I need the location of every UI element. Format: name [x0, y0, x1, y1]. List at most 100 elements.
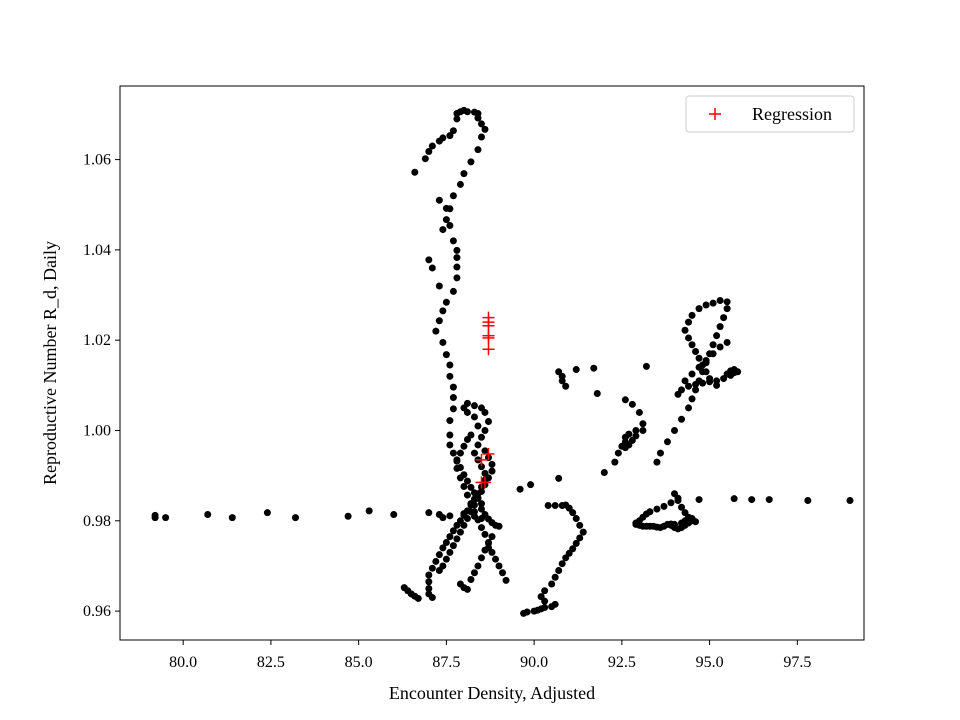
data-point [495, 522, 503, 530]
data-point [344, 512, 352, 520]
data-point [572, 366, 580, 374]
data-point [453, 254, 461, 262]
x-tick-label: 85.0 [345, 654, 373, 671]
data-point [681, 377, 689, 385]
data-point [467, 158, 475, 166]
data-point [446, 222, 454, 230]
data-point [390, 510, 398, 518]
data-point [537, 593, 545, 601]
data-point [685, 318, 693, 326]
data-point [481, 408, 489, 416]
data-point [474, 516, 482, 524]
data-point [639, 420, 647, 428]
data-point [467, 508, 475, 516]
data-point [663, 438, 671, 446]
data-point [635, 408, 643, 416]
data-point [702, 357, 710, 365]
data-point [456, 449, 464, 457]
data-point [439, 514, 447, 522]
data-point [477, 433, 485, 441]
data-point [460, 482, 468, 490]
data-point [470, 569, 478, 577]
data-point [446, 441, 454, 449]
data-point [621, 396, 629, 404]
data-point [642, 362, 650, 370]
regression-point [482, 343, 495, 356]
data-point [562, 501, 570, 509]
data-point [765, 496, 773, 504]
regression-point [475, 453, 488, 466]
data-point [688, 395, 696, 403]
data-point [414, 594, 422, 602]
data-point [460, 471, 468, 479]
legend-regression-marker [709, 108, 721, 120]
x-tick-label: 82.5 [257, 654, 285, 671]
data-point [502, 576, 510, 584]
data-point [460, 170, 468, 178]
data-point [263, 509, 271, 517]
data-point [463, 399, 471, 407]
data-point [678, 503, 686, 511]
data-point [548, 580, 556, 588]
data-point [481, 447, 489, 455]
data-point [674, 390, 682, 398]
regression-point [475, 476, 488, 489]
data-point [660, 502, 668, 510]
data-point [442, 538, 450, 546]
data-point [204, 510, 212, 518]
data-point [713, 377, 721, 385]
data-point [804, 496, 812, 504]
data-point [449, 405, 457, 413]
data-point [569, 545, 577, 553]
data-point [425, 509, 433, 517]
data-point [678, 415, 686, 423]
data-point [477, 524, 485, 532]
data-point [516, 485, 524, 493]
data-point [523, 608, 531, 616]
x-axis-label: Encounter Density, Adjusted [389, 683, 595, 703]
data-point [481, 530, 489, 538]
data-point [555, 474, 563, 482]
data-point [463, 408, 471, 416]
data-point [720, 314, 728, 322]
data-point [558, 377, 566, 385]
data-point [470, 413, 478, 421]
data-point [685, 382, 693, 390]
data-point [439, 544, 447, 552]
data-point [425, 585, 433, 593]
data-point [449, 449, 457, 457]
data-point [446, 512, 454, 520]
data-point [579, 528, 587, 536]
data-point [611, 458, 619, 466]
data-point [435, 196, 443, 204]
data-point [477, 120, 485, 128]
data-point [474, 114, 482, 122]
data-point [748, 496, 756, 504]
data-point [442, 216, 450, 224]
data-point [439, 307, 447, 315]
data-point [481, 546, 489, 554]
data-point [421, 155, 429, 163]
data-point [576, 521, 584, 529]
data-point [470, 449, 478, 457]
data-point [562, 382, 570, 390]
data-point [723, 305, 731, 313]
data-point [449, 287, 457, 295]
data-point [484, 539, 492, 547]
data-point [492, 555, 500, 563]
data-point [600, 468, 608, 476]
data-point [709, 341, 717, 349]
data-point [667, 520, 675, 528]
data-point [709, 299, 717, 307]
data-point [460, 521, 468, 529]
data-point [713, 332, 721, 340]
data-point [470, 501, 478, 509]
data-point [730, 495, 738, 503]
data-point [446, 533, 454, 541]
data-point [590, 364, 598, 372]
data-point [495, 562, 503, 570]
data-point [477, 500, 485, 508]
data-point [439, 338, 447, 346]
data-point [477, 487, 485, 495]
data-point [558, 560, 566, 568]
